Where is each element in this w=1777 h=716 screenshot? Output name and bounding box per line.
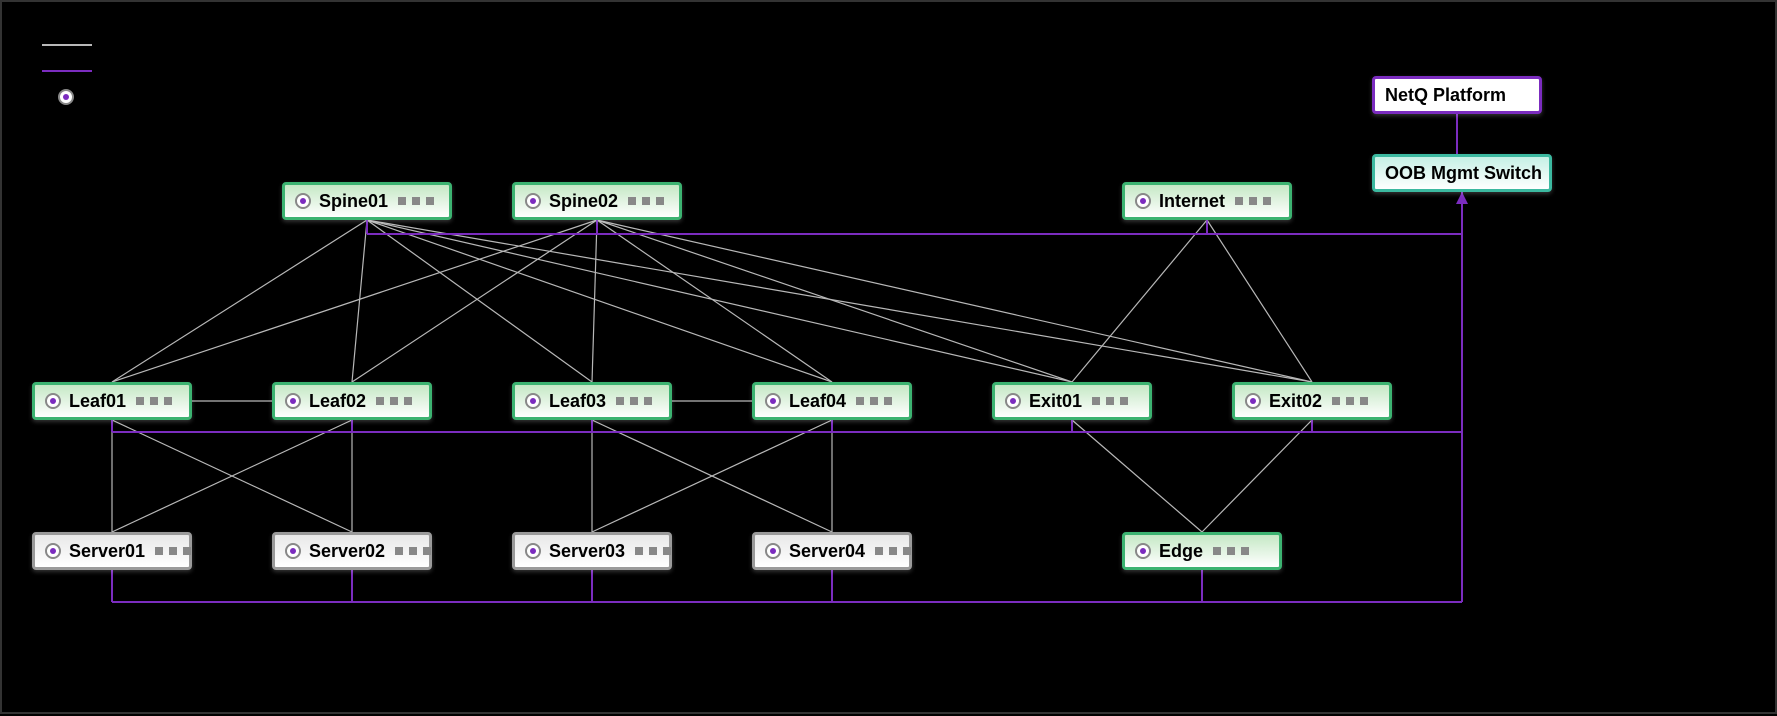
- agent-icon: [525, 543, 541, 559]
- agent-icon: [45, 393, 61, 409]
- node-label: Exit01: [1029, 391, 1082, 412]
- legend-oob: [42, 58, 104, 84]
- node-label: Spine01: [319, 191, 388, 212]
- node-label: Server04: [789, 541, 865, 562]
- node-server01: Server01: [32, 532, 192, 570]
- ports-icon: [376, 397, 412, 405]
- node-label: NetQ Platform: [1385, 85, 1506, 106]
- legend-agent: [42, 84, 104, 110]
- ports-icon: [616, 397, 652, 405]
- agent-icon: [525, 193, 541, 209]
- ports-icon: [1092, 397, 1128, 405]
- ports-icon: [155, 547, 191, 555]
- node-spine01: Spine01: [282, 182, 452, 220]
- node-leaf01: Leaf01: [32, 382, 192, 420]
- ports-icon: [875, 547, 911, 555]
- legend: [42, 32, 104, 110]
- node-label: Server03: [549, 541, 625, 562]
- ports-icon: [1332, 397, 1368, 405]
- node-server03: Server03: [512, 532, 672, 570]
- node-exit02: Exit02: [1232, 382, 1392, 420]
- agent-icon: [295, 193, 311, 209]
- node-label: Server02: [309, 541, 385, 562]
- node-label: Spine02: [549, 191, 618, 212]
- node-label: Edge: [1159, 541, 1203, 562]
- node-leaf03: Leaf03: [512, 382, 672, 420]
- node-leaf02: Leaf02: [272, 382, 432, 420]
- node-oob: OOB Mgmt Switch: [1372, 154, 1552, 192]
- agent-icon: [765, 393, 781, 409]
- node-label: Leaf02: [309, 391, 366, 412]
- node-label: Server01: [69, 541, 145, 562]
- ports-icon: [1213, 547, 1249, 555]
- agent-icon: [765, 543, 781, 559]
- node-netq: NetQ Platform: [1372, 76, 1542, 114]
- ports-icon: [635, 547, 671, 555]
- node-label: Internet: [1159, 191, 1225, 212]
- ports-icon: [136, 397, 172, 405]
- agent-icon: [1135, 193, 1151, 209]
- agent-icon: [1135, 543, 1151, 559]
- agent-icon: [45, 543, 61, 559]
- agent-icon: [285, 543, 301, 559]
- ports-icon: [628, 197, 664, 205]
- agent-icon: [525, 393, 541, 409]
- ports-icon: [856, 397, 892, 405]
- ports-icon: [395, 547, 431, 555]
- legend-line-oob: [42, 70, 92, 72]
- agent-icon: [1005, 393, 1021, 409]
- node-label: Leaf03: [549, 391, 606, 412]
- node-server02: Server02: [272, 532, 432, 570]
- node-leaf04: Leaf04: [752, 382, 912, 420]
- ports-icon: [1235, 197, 1271, 205]
- node-label: Exit02: [1269, 391, 1322, 412]
- agent-icon: [1245, 393, 1261, 409]
- legend-agent-icon: [58, 89, 74, 105]
- node-label: Leaf04: [789, 391, 846, 412]
- ports-icon: [398, 197, 434, 205]
- node-exit01: Exit01: [992, 382, 1152, 420]
- node-label: Leaf01: [69, 391, 126, 412]
- node-edge: Edge: [1122, 532, 1282, 570]
- agent-icon: [285, 393, 301, 409]
- legend-line-front: [42, 44, 92, 46]
- node-spine02: Spine02: [512, 182, 682, 220]
- legend-front-panel: [42, 32, 104, 58]
- node-internet: Internet: [1122, 182, 1292, 220]
- node-server04: Server04: [752, 532, 912, 570]
- node-label: OOB Mgmt Switch: [1385, 163, 1542, 184]
